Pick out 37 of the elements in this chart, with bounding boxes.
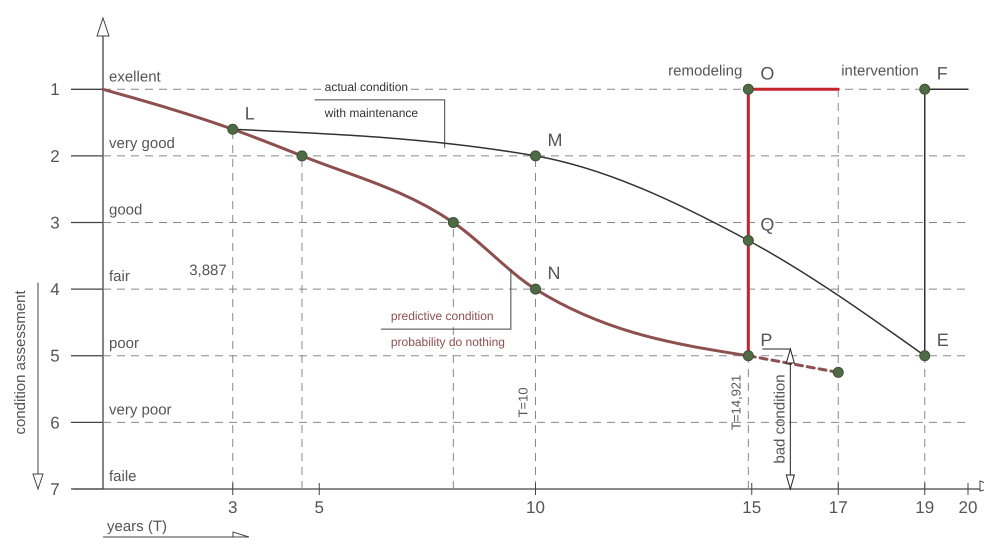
ref-line-label: poor — [109, 334, 140, 352]
ref-line-label: good — [109, 202, 142, 219]
y-tick-label: 1 — [50, 80, 60, 100]
y-tick-label: 3 — [50, 213, 60, 232]
annotation: E — [936, 330, 949, 350]
ref-line-label: very poor — [109, 401, 172, 418]
annotation: O — [760, 63, 774, 84]
x-tick-label: 10 — [526, 498, 545, 517]
annotation: intervention — [841, 62, 919, 80]
x-axis-title: years (T) — [107, 518, 168, 535]
x-tick-label: 3 — [228, 498, 238, 517]
annotation: L — [244, 103, 255, 124]
annotation: bad condition — [771, 374, 788, 464]
y-tick-label: 5 — [50, 346, 60, 366]
annotation: M — [548, 130, 562, 150]
annotation: N — [548, 263, 560, 284]
annotation: P — [760, 330, 772, 350]
series-label: actual condition with maintenance — [324, 80, 418, 120]
y-axis-title: condition assessment — [12, 289, 29, 435]
ref-line-label: very good — [109, 134, 175, 152]
y-tick-label: 7 — [50, 480, 60, 499]
x-tick-label: 20 — [958, 498, 978, 517]
annotation: 3,887 — [189, 262, 227, 280]
y-tick-label: 2 — [50, 146, 60, 166]
annotation: faile — [109, 468, 137, 485]
x-tick-label: 15 — [742, 498, 762, 517]
y-tick-label: 4 — [50, 280, 60, 300]
x-tick-label: 17 — [828, 498, 848, 517]
x-tick-label: 19 — [915, 498, 934, 517]
ref-line-label: T=14,921 — [728, 374, 744, 430]
ref-line-label: exellent — [109, 68, 162, 86]
annotation: remodeling — [668, 62, 742, 80]
ref-line-label: T=10 — [516, 387, 530, 418]
ref-line-label: fair — [109, 268, 130, 286]
annotation: F — [936, 63, 948, 84]
x-tick-label: 5 — [314, 498, 324, 517]
y-tick-label: 6 — [50, 413, 60, 432]
